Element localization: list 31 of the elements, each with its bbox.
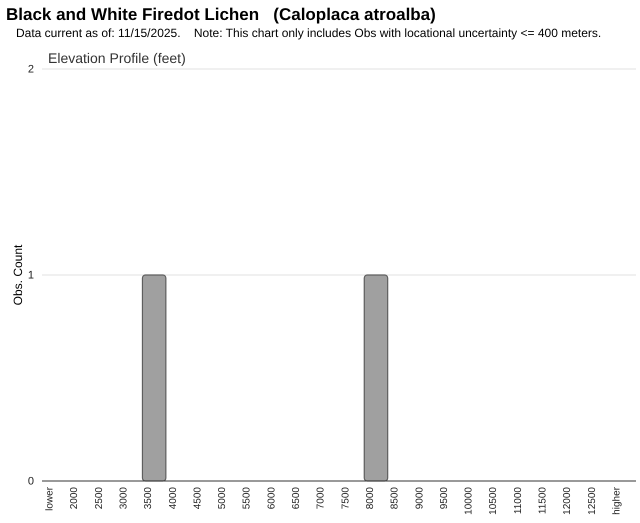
x-tick-label: 3500	[143, 486, 154, 510]
x-tick-label: lower	[44, 486, 56, 511]
x-tick-label: 11000	[512, 486, 524, 514]
x-tick-label: 6000	[266, 486, 278, 510]
x-tick-label: 8500	[390, 486, 401, 510]
x-tick-label: 11500	[538, 486, 548, 514]
x-tick-label: 7000	[316, 486, 327, 510]
x-tick-label: 4500	[192, 486, 204, 510]
x-tick-label: 9500	[438, 486, 450, 510]
x-tick-label: 3000	[118, 486, 130, 510]
x-tick-label: higher	[611, 486, 622, 515]
x-tick-label: 9000	[414, 486, 426, 510]
x-tick-label: 7500	[340, 486, 352, 510]
x-tick-label: 6500	[291, 486, 302, 510]
x-tick-label: 10000	[464, 486, 475, 515]
x-tick-label: 4000	[168, 486, 179, 510]
x-tick-label: 2000	[69, 486, 80, 510]
chart-subtitle: Data current as of: 11/15/2025. Note: This chart only includes Obs with locational uncertainty <= 400 meters.	[16, 26, 602, 40]
x-tick-label: 2500	[94, 486, 105, 510]
chart-title: Black and White Firedot Lichen (Caloplaca atroalba)	[6, 5, 436, 24]
text: Elevation Profile (feet)	[48, 50, 186, 66]
x-tick-label: 8000	[364, 486, 376, 510]
x-tick-label: 5500	[242, 486, 253, 510]
x-tick-label: 12500	[586, 486, 598, 515]
x-tick-label: 5000	[217, 486, 228, 510]
y-tick-label: 1	[28, 270, 34, 282]
y-axis-title: Obs. Count	[11, 244, 25, 306]
y-tick-label: 0	[28, 476, 34, 488]
x-tick-label: 10500	[488, 486, 500, 515]
y-tick-label: 2	[28, 64, 34, 76]
x-tick-label: 12000	[562, 486, 574, 515]
